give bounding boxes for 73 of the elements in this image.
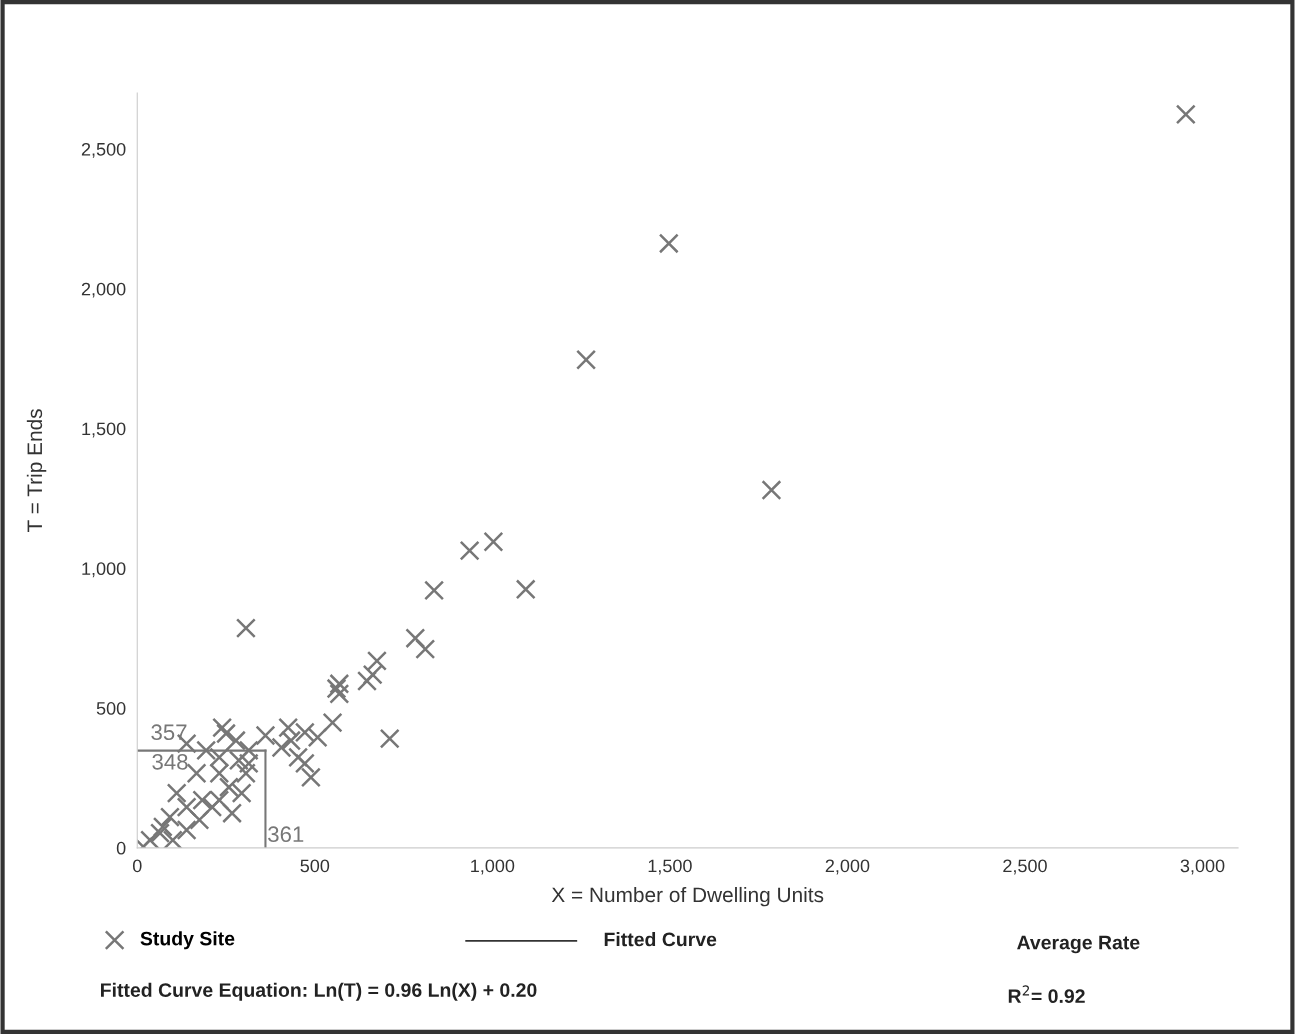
point (218, 777, 239, 798)
point (379, 728, 400, 749)
text: Fitted Curve Equation: Ln(T) = 0.96 Ln(X) + 0.20 (101, 982, 537, 1001)
y-tick-label: 1,500 (82, 422, 126, 438)
point (459, 540, 480, 561)
point (356, 670, 378, 692)
y-tick-label: 0 (116, 841, 126, 855)
point (162, 830, 183, 848)
point (176, 819, 197, 841)
y-axis-title: T = Trip Ends (26, 409, 47, 533)
point (222, 803, 243, 824)
point (235, 618, 256, 639)
point (761, 480, 782, 501)
point (288, 747, 309, 768)
point (255, 725, 276, 746)
ref-line-label: 361 (268, 826, 304, 843)
point (329, 683, 350, 704)
legend-label: Study Site (140, 931, 235, 950)
point (196, 740, 217, 761)
y-tick-label: 1,000 (82, 562, 126, 578)
point (483, 531, 504, 552)
point (189, 809, 210, 830)
point (322, 712, 343, 733)
x-axis-title: X = Number of Dwelling Units (551, 886, 824, 907)
point (424, 580, 445, 601)
point (231, 783, 252, 804)
x-tick-label: 1,500 (648, 859, 692, 875)
point (294, 722, 315, 743)
point (140, 830, 161, 848)
point (238, 740, 259, 761)
point (307, 727, 328, 748)
point (149, 823, 171, 844)
point (152, 816, 173, 837)
point (278, 717, 299, 738)
point (186, 763, 207, 784)
point (1175, 104, 1196, 125)
point (294, 753, 315, 774)
point (235, 763, 256, 784)
point (415, 639, 436, 660)
ref-line-label: 348 (152, 753, 188, 770)
point (405, 628, 426, 649)
point (238, 753, 259, 774)
point (225, 730, 247, 751)
point (209, 763, 230, 784)
y-tick-label: 2,500 (81, 142, 126, 158)
x-tick-label: 1,000 (471, 859, 515, 875)
x-tick-label: 2,500 (1003, 859, 1047, 875)
point (300, 767, 321, 788)
point (515, 579, 536, 600)
text: Average Rate (1017, 935, 1140, 954)
point (166, 783, 187, 804)
text: Fitted Curve (604, 932, 717, 947)
text: R$^{2}$= 0.92 (1008, 985, 1085, 1004)
point (366, 650, 387, 671)
point (202, 797, 223, 818)
point (176, 797, 197, 818)
x-tick-label: 2,000 (825, 859, 870, 875)
point (576, 349, 597, 370)
point (271, 737, 292, 758)
point (216, 723, 237, 744)
y-tick-label: 500 (96, 702, 126, 715)
point (658, 233, 679, 254)
point (212, 717, 233, 738)
y-tick-label: 2,000 (81, 282, 126, 298)
point (280, 730, 302, 751)
point (159, 807, 180, 828)
x-tick-label: 3,000 (1180, 859, 1225, 875)
x-tick-label: 500 (300, 859, 330, 873)
x-tick-label: 0 (132, 859, 142, 873)
point (326, 678, 347, 699)
annotation: 357 (151, 724, 187, 741)
point (329, 673, 350, 694)
point (362, 664, 383, 685)
